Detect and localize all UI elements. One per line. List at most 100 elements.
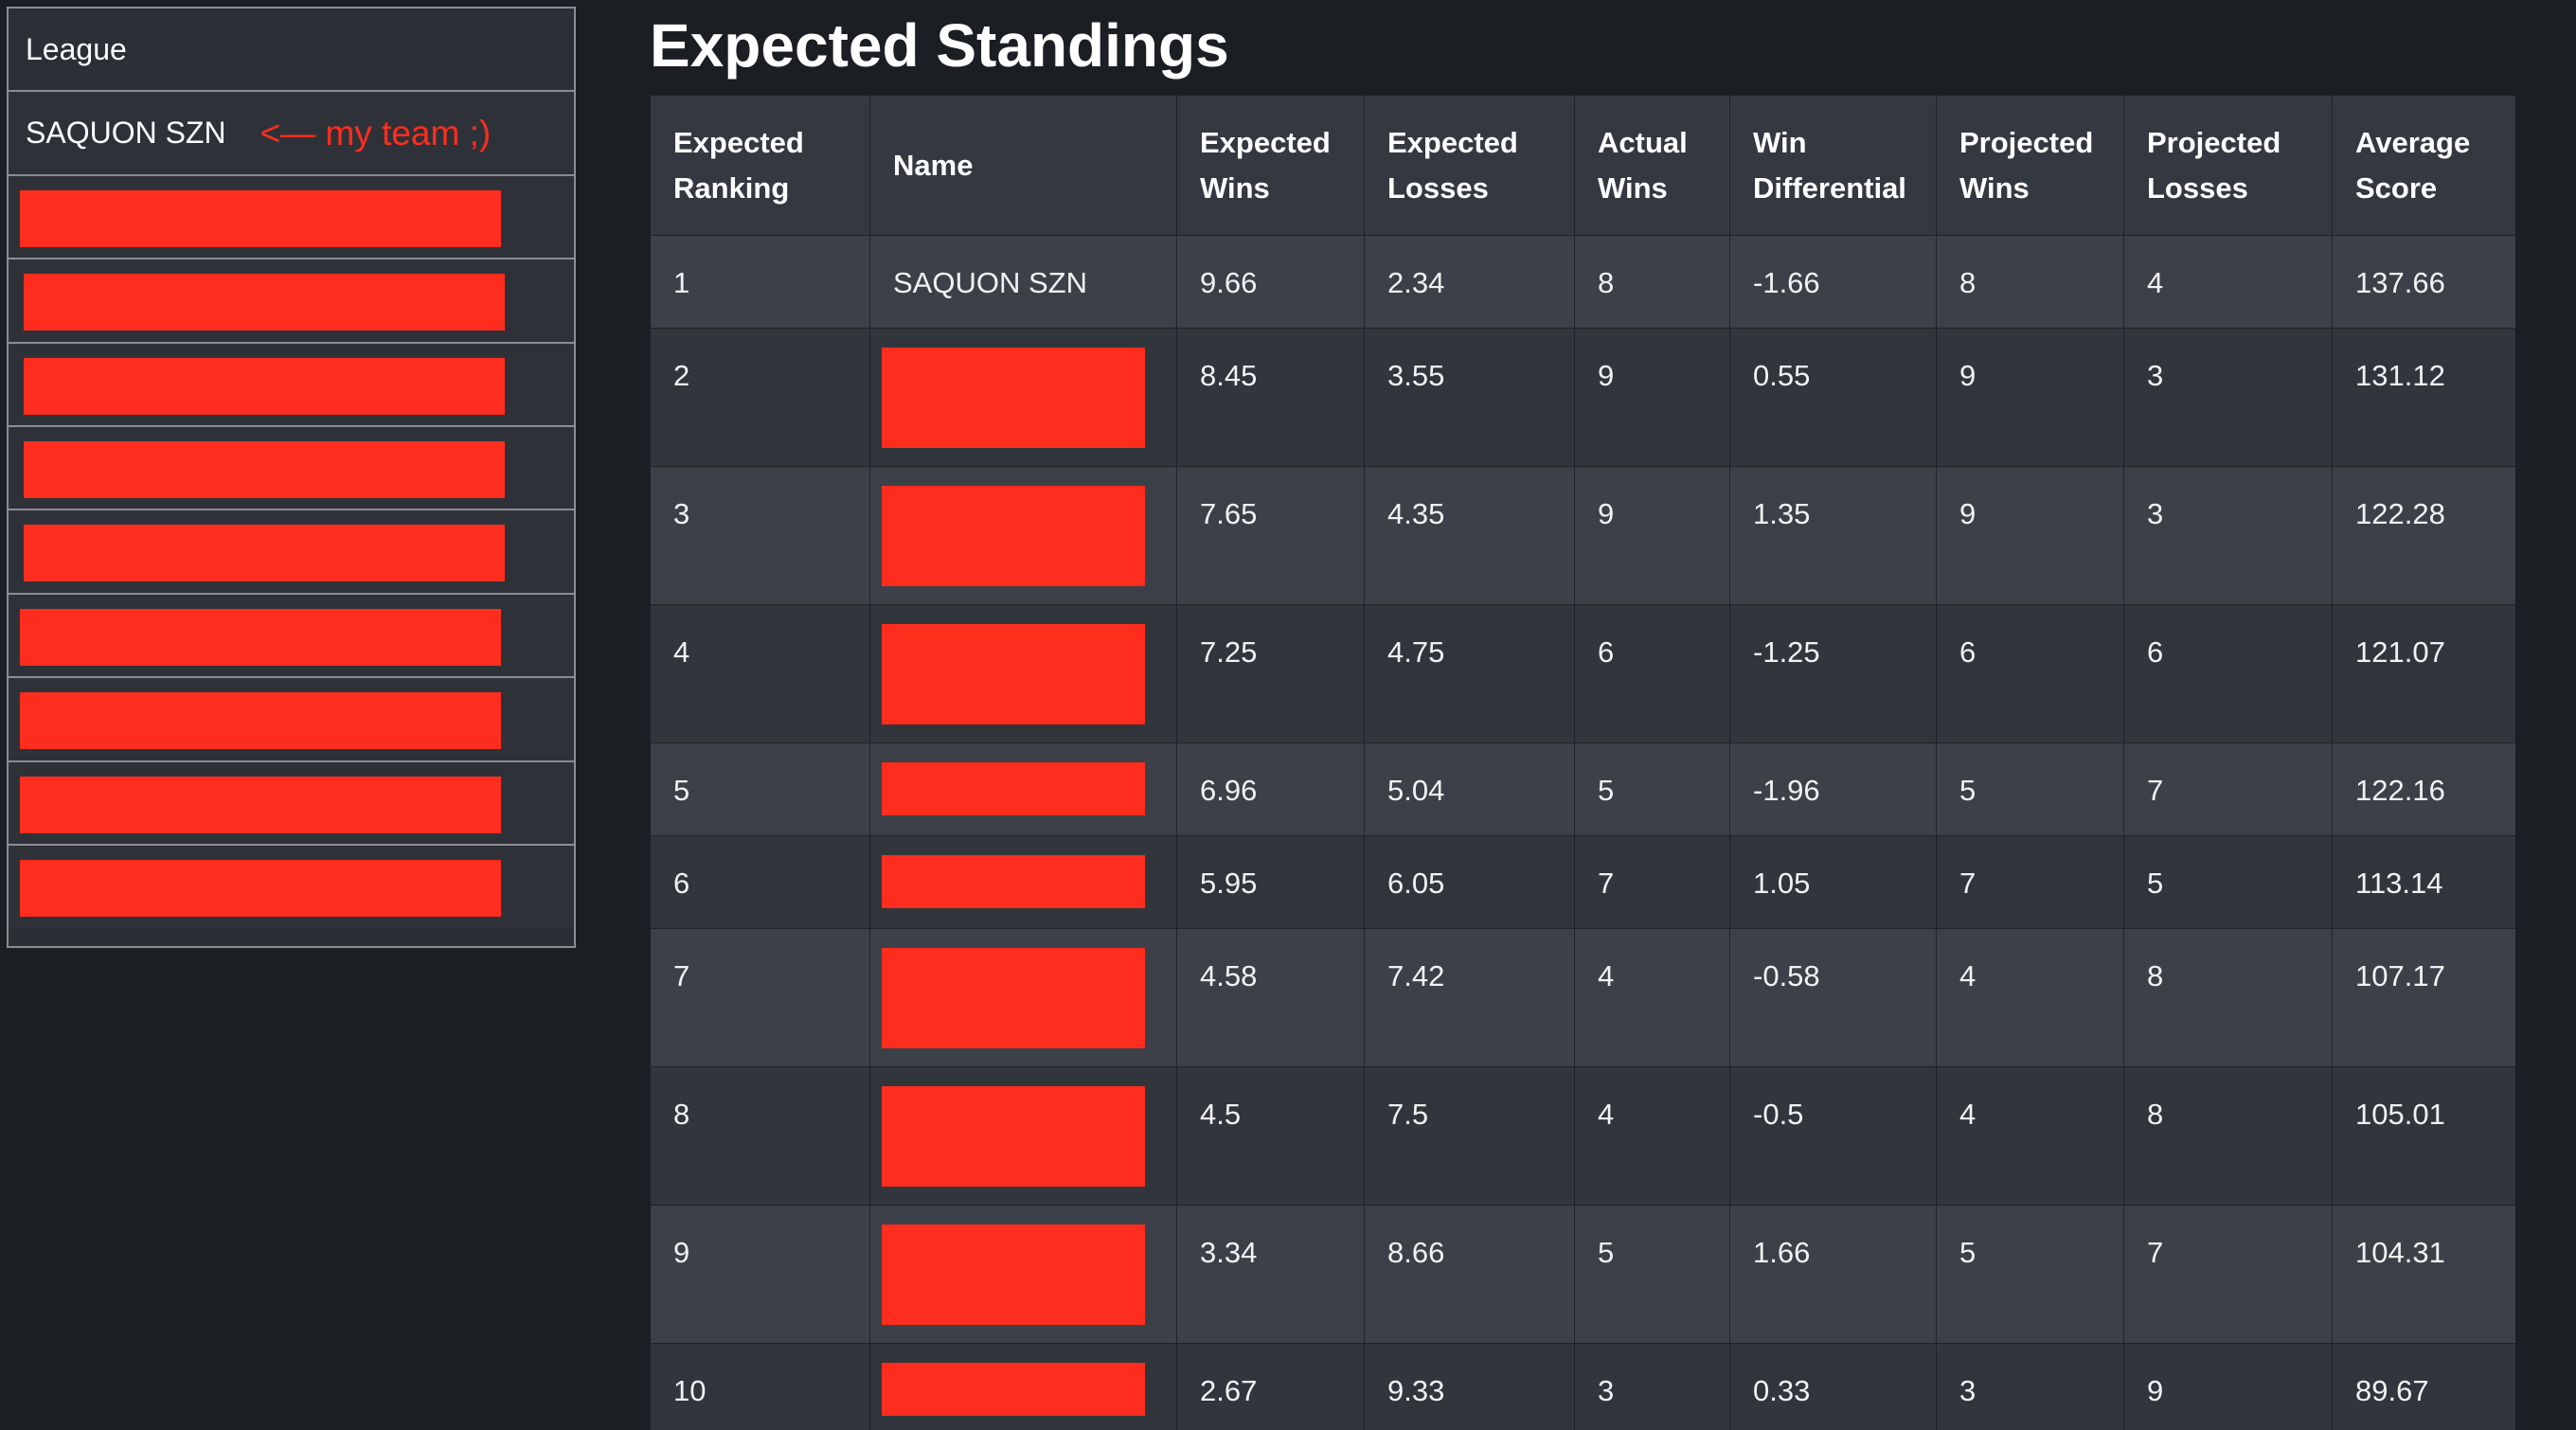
cell-rank: 4 [650,604,870,743]
redaction-box [882,855,1145,908]
cell-exp-wins: 8.45 [1176,328,1365,467]
cell-actual-wins: 6 [1574,604,1730,743]
column-header[interactable]: Actual Wins [1574,95,1730,236]
cell-exp-wins: 4.58 [1176,928,1365,1067]
cell-actual-wins: 3 [1574,1343,1730,1430]
sidebar-header: League [9,9,574,93]
sidebar-item-team[interactable] [9,259,574,344]
cell-exp-losses: 9.33 [1364,1343,1575,1430]
sidebar-item-team[interactable] [9,678,574,762]
redaction-box [24,274,505,331]
cell-rank: 2 [650,328,870,467]
cell-exp-losses: 8.66 [1364,1205,1575,1344]
cell-exp-losses: 3.55 [1364,328,1575,467]
sidebar-item-team[interactable] [9,510,574,595]
cell-name [869,1205,1177,1344]
cell-win-diff: -1.96 [1729,742,1937,836]
cell-rank: 9 [650,1205,870,1344]
sidebar-item-team[interactable] [9,845,574,930]
cell-exp-wins: 2.67 [1176,1343,1365,1430]
cell-exp-losses: 7.42 [1364,928,1575,1067]
cell-name [869,1066,1177,1206]
redaction-box [882,762,1145,815]
cell-proj-wins: 8 [1936,235,2124,329]
redaction-box [882,486,1145,586]
redaction-box [20,859,501,917]
column-header[interactable]: Name [869,95,1177,236]
cell-exp-wins: 3.34 [1176,1205,1365,1344]
cell-proj-losses: 9 [2123,1343,2333,1430]
cell-proj-losses: 7 [2123,742,2333,836]
cell-actual-wins: 4 [1574,1066,1730,1206]
table-header-row: Expected Ranking Name Expected Wins Expe… [650,95,2515,236]
cell-avg-score: 121.07 [2332,604,2515,743]
standings-table-container: Expected Ranking Name Expected Wins Expe… [650,95,2515,1430]
cell-actual-wins: 9 [1574,466,1730,605]
cell-proj-losses: 3 [2123,466,2333,605]
redaction-box [24,525,505,582]
my-team-annotation: <— my team ;) [259,113,492,152]
table-row: 8 4.5 7.5 4 -0.5 4 8 105.01 [650,1066,2515,1206]
cell-exp-losses: 5.04 [1364,742,1575,836]
cell-rank: 1 [650,235,870,329]
cell-proj-losses: 8 [2123,928,2333,1067]
sidebar-item-team[interactable] [9,175,574,260]
cell-proj-wins: 9 [1936,328,2124,467]
table-row: 6 5.95 6.05 7 1.05 7 5 113.14 [650,835,2515,929]
cell-proj-wins: 7 [1936,835,2124,929]
cell-proj-losses: 6 [2123,604,2333,743]
cell-proj-losses: 3 [2123,328,2333,467]
sidebar-item-team[interactable] [9,426,574,511]
redaction-box [24,440,505,498]
cell-exp-losses: 6.05 [1364,835,1575,929]
redaction-box [882,624,1145,724]
cell-exp-wins: 6.96 [1176,742,1365,836]
cell-win-diff: 1.66 [1729,1205,1937,1344]
redaction-box [20,608,501,666]
cell-exp-wins: 5.95 [1176,835,1365,929]
cell-proj-wins: 6 [1936,604,2124,743]
sidebar-item-team[interactable] [9,343,574,427]
redaction-box [20,189,501,247]
sidebar-item-team[interactable] [9,594,574,679]
column-header[interactable]: Expected Wins [1176,95,1365,236]
column-header[interactable]: Projected Wins [1936,95,2124,236]
column-header[interactable]: Average Score [2332,95,2515,236]
column-header[interactable]: Win Differential [1729,95,1937,236]
cell-win-diff: 0.33 [1729,1343,1937,1430]
cell-win-diff: 1.05 [1729,835,1937,929]
table-row: 7 4.58 7.42 4 -0.58 4 8 107.17 [650,928,2515,1067]
league-sidebar: League SAQUON SZN <— my team ;) [7,7,576,948]
cell-exp-wins: 7.25 [1176,604,1365,743]
cell-actual-wins: 5 [1574,742,1730,836]
column-header[interactable]: Expected Losses [1364,95,1575,236]
cell-name [869,466,1177,605]
redaction-box [882,1224,1145,1325]
cell-avg-score: 89.67 [2332,1343,2515,1430]
redaction-box [882,1363,1145,1416]
cell-exp-losses: 4.75 [1364,604,1575,743]
column-header[interactable]: Projected Losses [2123,95,2333,236]
column-header[interactable]: Expected Ranking [650,95,870,236]
cell-actual-wins: 7 [1574,835,1730,929]
cell-actual-wins: 8 [1574,235,1730,329]
sidebar-item-team[interactable] [9,761,574,846]
cell-rank: 8 [650,1066,870,1206]
cell-exp-wins: 7.65 [1176,466,1365,605]
table-row: 3 7.65 4.35 9 1.35 9 3 122.28 [650,466,2515,605]
redaction-box [882,1086,1145,1187]
table-row: 2 8.45 3.55 9 0.55 9 3 131.12 [650,328,2515,467]
cell-name [869,742,1177,836]
cell-name [869,604,1177,743]
cell-avg-score: 105.01 [2332,1066,2515,1206]
cell-proj-wins: 3 [1936,1343,2124,1430]
page-title: Expected Standings [650,11,1229,80]
redaction-box [20,776,501,833]
redaction-box [24,357,505,415]
sidebar-item-my-team[interactable]: SAQUON SZN <— my team ;) [9,92,574,176]
cell-avg-score: 122.28 [2332,466,2515,605]
cell-name [869,928,1177,1067]
cell-proj-losses: 5 [2123,835,2333,929]
cell-rank: 5 [650,742,870,836]
redaction-box [882,948,1145,1048]
